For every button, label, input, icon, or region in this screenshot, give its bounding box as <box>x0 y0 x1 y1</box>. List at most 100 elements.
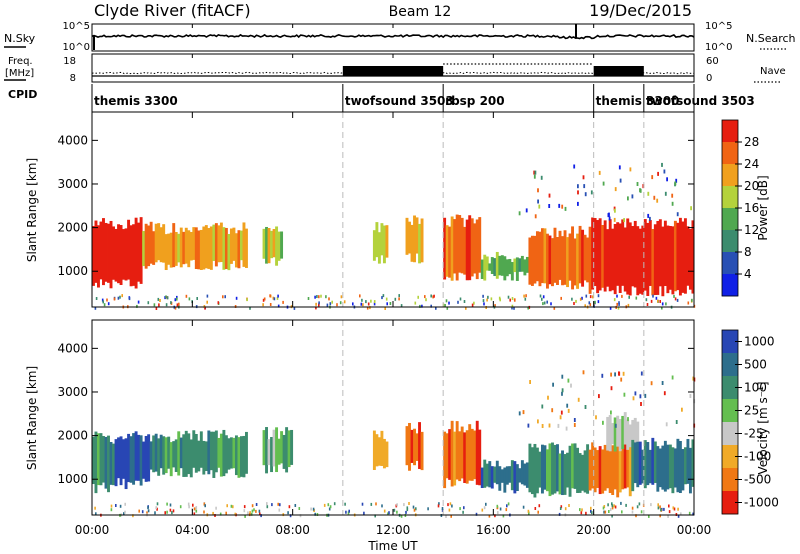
scatter-point <box>329 505 332 509</box>
echo-cell <box>513 461 517 494</box>
scatter-point <box>552 382 554 387</box>
scatter-point <box>101 298 104 302</box>
scatter-point <box>340 295 343 299</box>
echo-cell <box>688 447 692 494</box>
echo-cell <box>618 223 622 293</box>
scatter-point <box>195 509 198 513</box>
echo-cell <box>530 235 534 286</box>
scatter-point <box>675 178 678 183</box>
scatter-point <box>406 508 409 512</box>
echo-cell <box>92 225 95 286</box>
echo-cell <box>159 434 163 469</box>
colorbar-block <box>722 208 738 231</box>
echo-cell <box>485 463 489 487</box>
scatter-point <box>650 299 653 303</box>
echo-cell <box>500 469 504 483</box>
colorbar-tick-label: 1000 <box>744 335 775 349</box>
echo-cell <box>232 227 236 261</box>
scatter-point <box>255 509 257 513</box>
scatter-point <box>557 423 560 428</box>
echo-cell <box>219 433 223 477</box>
scatter-point <box>263 297 266 301</box>
scatter-point <box>381 504 383 508</box>
scatter-point <box>610 372 612 377</box>
echo-cell <box>159 227 163 263</box>
scatter-point <box>110 504 113 508</box>
scatter-point <box>611 506 614 510</box>
scatter-point <box>174 298 177 302</box>
scatter-point <box>204 504 206 508</box>
echo-cell <box>137 434 141 481</box>
scatter-point <box>253 508 255 512</box>
echo-cell <box>413 428 416 466</box>
echo-cell <box>443 431 447 489</box>
echo-cell <box>636 226 640 296</box>
scatter-point <box>415 507 417 511</box>
scatter-point <box>383 509 386 513</box>
echo-cell <box>129 225 133 287</box>
scatter-point <box>550 302 552 306</box>
scatter-point <box>655 296 658 300</box>
scatter-point <box>548 423 551 428</box>
echo-cell <box>621 439 625 490</box>
scatter-point <box>448 301 450 305</box>
colorbar-block <box>722 422 738 446</box>
echo-cell <box>633 442 637 484</box>
echo-cell <box>553 444 557 494</box>
echo-cell <box>641 449 645 484</box>
scatter-point <box>226 504 228 508</box>
scatter-point <box>307 297 310 300</box>
echo-cell <box>202 226 206 270</box>
scatter-point <box>663 391 666 396</box>
echo-cell <box>124 228 128 281</box>
cpid-label: CPID <box>8 88 37 101</box>
echo-cell <box>483 459 487 488</box>
echo-cell <box>528 443 532 493</box>
echo-cell <box>169 232 173 268</box>
scatter-point <box>277 294 279 298</box>
scatter-point <box>661 302 664 306</box>
echo-cell <box>593 218 597 287</box>
echo-cell <box>666 225 670 294</box>
echo-cell <box>405 217 409 255</box>
scatter-point <box>511 306 513 310</box>
scatter-point <box>597 300 600 304</box>
scatter-point <box>650 503 652 507</box>
scatter-point <box>178 302 180 306</box>
echo-cell <box>463 226 467 275</box>
echo-cell <box>209 431 213 471</box>
echo-cell <box>533 235 537 284</box>
scatter-point <box>169 503 172 507</box>
scatter-point <box>203 502 206 506</box>
echo-cell <box>465 430 469 484</box>
scatter-point <box>119 504 122 508</box>
echo-cell <box>184 430 188 477</box>
echo-cell <box>653 441 657 483</box>
scatter-point <box>117 296 120 300</box>
scatter-point <box>123 512 125 516</box>
echo-cell <box>520 460 524 485</box>
scatter-point <box>644 393 647 398</box>
scatter-point <box>367 302 370 306</box>
xtick-label: 12:00 <box>376 523 411 537</box>
scatter-point <box>312 507 315 511</box>
scatter-point <box>611 514 613 518</box>
echo-cell <box>525 256 529 273</box>
echo-cell <box>265 226 268 264</box>
scatter-point <box>153 303 156 307</box>
echo-cell <box>237 230 241 269</box>
echo-cell <box>566 237 569 288</box>
scatter-point <box>522 410 525 415</box>
scatter-point <box>618 301 620 305</box>
scatter-point <box>438 502 440 506</box>
scatter-point <box>212 511 214 515</box>
scatter-point <box>225 511 227 515</box>
echo-cell <box>518 468 522 483</box>
scatter-point <box>222 295 224 299</box>
scatter-point <box>527 423 530 428</box>
date-label: 19/Dec/2015 <box>589 1 692 20</box>
scatter-point <box>651 175 654 180</box>
colorbar-block <box>722 353 738 377</box>
station-title: Clyde River (fitACF) <box>94 1 251 20</box>
